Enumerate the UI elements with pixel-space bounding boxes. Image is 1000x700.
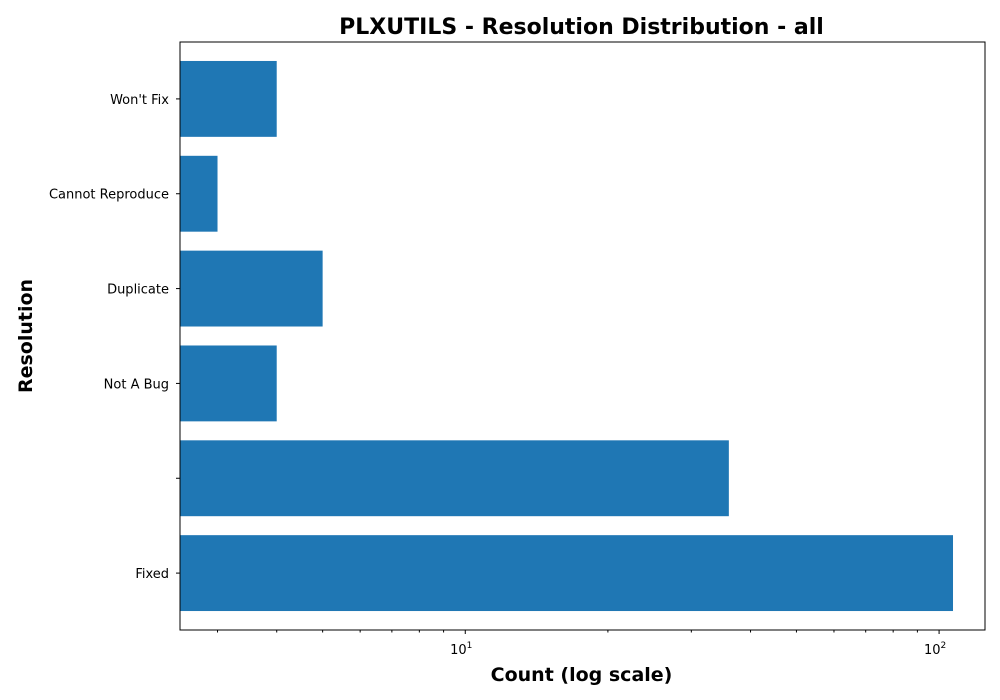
bar-not-a-bug <box>180 345 277 422</box>
bar-cannot-reproduce <box>180 155 218 232</box>
chart-title: PLXUTILS - Resolution Distribution - all <box>339 15 824 40</box>
y-tick-label: Duplicate <box>107 283 169 298</box>
bar-won-t-fix <box>180 60 277 137</box>
y-tick-label: Not A Bug <box>104 377 169 392</box>
y-tick-label: Fixed <box>135 567 169 582</box>
x-tick-label: 101 <box>450 641 472 658</box>
bars-layer <box>180 60 954 612</box>
x-axis-ticks: 101 102 <box>217 630 946 658</box>
y-tick-label: Won't Fix <box>110 93 169 108</box>
plot-frame <box>179 41 986 631</box>
x-tick-label: 102 <box>924 641 946 658</box>
y-tick-label: Cannot Reproduce <box>49 188 169 203</box>
x-axis-label: Count (log scale) <box>491 664 673 686</box>
bar-blank <box>180 440 729 517</box>
y-axis-ticks: Fixed Not A Bug Duplicate Cannot Reproduce W… <box>49 93 180 582</box>
bar-duplicate <box>180 250 323 327</box>
y-axis-label: Resolution <box>15 279 37 393</box>
bar-fixed <box>180 535 954 612</box>
